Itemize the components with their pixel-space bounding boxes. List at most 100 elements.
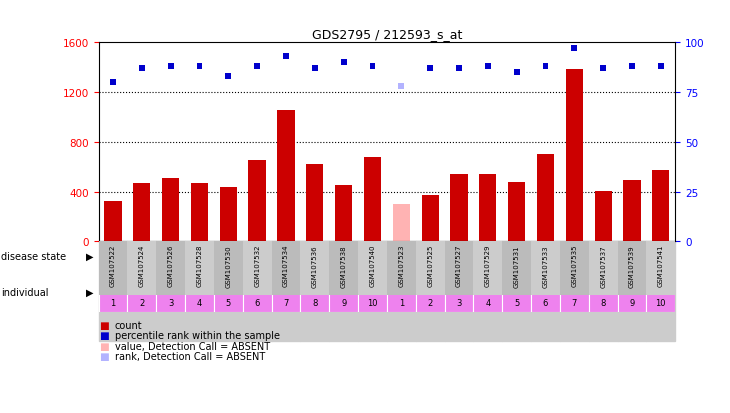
Text: patient: patient bbox=[507, 281, 526, 286]
Bar bbox=[393, 204, 410, 242]
Point bbox=[626, 64, 638, 71]
Text: 7: 7 bbox=[283, 298, 288, 307]
Bar bbox=[623, 181, 641, 242]
Text: 2: 2 bbox=[139, 298, 145, 307]
Point bbox=[539, 64, 551, 71]
Bar bbox=[156, 271, 185, 313]
Text: 4: 4 bbox=[197, 298, 202, 307]
Bar bbox=[272, 242, 301, 341]
Text: 9: 9 bbox=[629, 298, 634, 307]
Text: 9: 9 bbox=[341, 298, 346, 307]
Point bbox=[107, 80, 119, 86]
Bar bbox=[560, 271, 589, 313]
Bar bbox=[445, 271, 474, 313]
Bar bbox=[272, 271, 301, 313]
Point bbox=[511, 70, 523, 76]
Text: patient: patient bbox=[103, 281, 123, 286]
Text: 10: 10 bbox=[656, 298, 666, 307]
Bar bbox=[531, 242, 560, 295]
Text: patient: patient bbox=[305, 281, 325, 286]
Bar bbox=[335, 185, 353, 242]
Bar bbox=[364, 157, 381, 242]
Bar bbox=[537, 155, 554, 242]
Text: GSM107537: GSM107537 bbox=[600, 244, 606, 287]
Bar bbox=[99, 242, 128, 341]
Point bbox=[223, 74, 234, 81]
Bar bbox=[272, 242, 301, 295]
Bar bbox=[531, 242, 560, 341]
Text: GSM107527: GSM107527 bbox=[456, 244, 462, 287]
Text: individual: individual bbox=[1, 287, 49, 297]
Bar bbox=[474, 242, 502, 341]
Text: patient: patient bbox=[651, 281, 671, 286]
Text: 8: 8 bbox=[601, 298, 606, 307]
Text: normal: normal bbox=[223, 252, 262, 261]
Point bbox=[251, 64, 263, 71]
Bar bbox=[474, 271, 502, 313]
Bar bbox=[445, 242, 474, 295]
Text: patient: patient bbox=[564, 281, 584, 286]
Text: count: count bbox=[115, 320, 142, 330]
Text: patient: patient bbox=[190, 281, 210, 286]
Text: GSM107524: GSM107524 bbox=[139, 244, 145, 287]
Bar bbox=[589, 271, 618, 313]
Text: GSM107539: GSM107539 bbox=[629, 244, 635, 287]
Bar bbox=[185, 242, 214, 295]
Text: 7: 7 bbox=[572, 298, 577, 307]
Text: 8: 8 bbox=[312, 298, 318, 307]
Bar bbox=[652, 171, 669, 242]
Bar bbox=[508, 182, 526, 242]
Point bbox=[424, 66, 436, 72]
Bar bbox=[502, 242, 531, 295]
Bar bbox=[589, 242, 618, 295]
Point bbox=[165, 64, 177, 71]
Bar bbox=[416, 242, 445, 295]
Text: patient: patient bbox=[478, 281, 498, 286]
Text: 4: 4 bbox=[485, 298, 491, 307]
Bar bbox=[387, 271, 416, 313]
Point bbox=[193, 64, 205, 71]
Text: patient: patient bbox=[247, 281, 267, 286]
Text: GSM107534: GSM107534 bbox=[283, 244, 289, 287]
Bar bbox=[358, 271, 387, 313]
Text: ▶: ▶ bbox=[86, 252, 93, 261]
Bar bbox=[214, 242, 243, 341]
Bar bbox=[594, 191, 612, 242]
Bar bbox=[474, 242, 502, 295]
Text: 5: 5 bbox=[514, 298, 519, 307]
Bar bbox=[387, 242, 416, 295]
Point bbox=[309, 66, 320, 72]
Point bbox=[655, 64, 666, 71]
Bar bbox=[162, 178, 180, 242]
Bar bbox=[133, 183, 150, 242]
Bar bbox=[647, 242, 675, 341]
Bar bbox=[479, 175, 496, 242]
Text: ▶: ▶ bbox=[86, 287, 93, 297]
Text: GSM107525: GSM107525 bbox=[427, 244, 433, 287]
Text: GSM107530: GSM107530 bbox=[226, 244, 231, 287]
Bar bbox=[301, 242, 329, 295]
Text: patient: patient bbox=[132, 281, 152, 286]
Point bbox=[453, 66, 465, 72]
Bar bbox=[277, 110, 295, 242]
Text: ■: ■ bbox=[99, 320, 108, 330]
Point bbox=[569, 46, 580, 52]
Bar bbox=[185, 271, 214, 313]
Bar bbox=[502, 242, 531, 341]
Text: 1: 1 bbox=[399, 298, 404, 307]
Text: ■: ■ bbox=[99, 341, 108, 351]
Text: disease state: disease state bbox=[1, 252, 66, 261]
Bar bbox=[647, 271, 675, 313]
Text: patient: patient bbox=[218, 281, 238, 286]
Text: GSM107531: GSM107531 bbox=[514, 244, 520, 287]
Bar bbox=[618, 242, 647, 295]
Text: GSM107538: GSM107538 bbox=[341, 244, 347, 287]
Bar bbox=[618, 242, 647, 341]
Bar bbox=[242, 242, 272, 341]
Bar bbox=[618, 271, 647, 313]
Bar bbox=[301, 242, 329, 341]
Point bbox=[280, 54, 292, 61]
Bar bbox=[214, 271, 243, 313]
Text: patient: patient bbox=[276, 281, 296, 286]
Bar bbox=[531, 271, 560, 313]
